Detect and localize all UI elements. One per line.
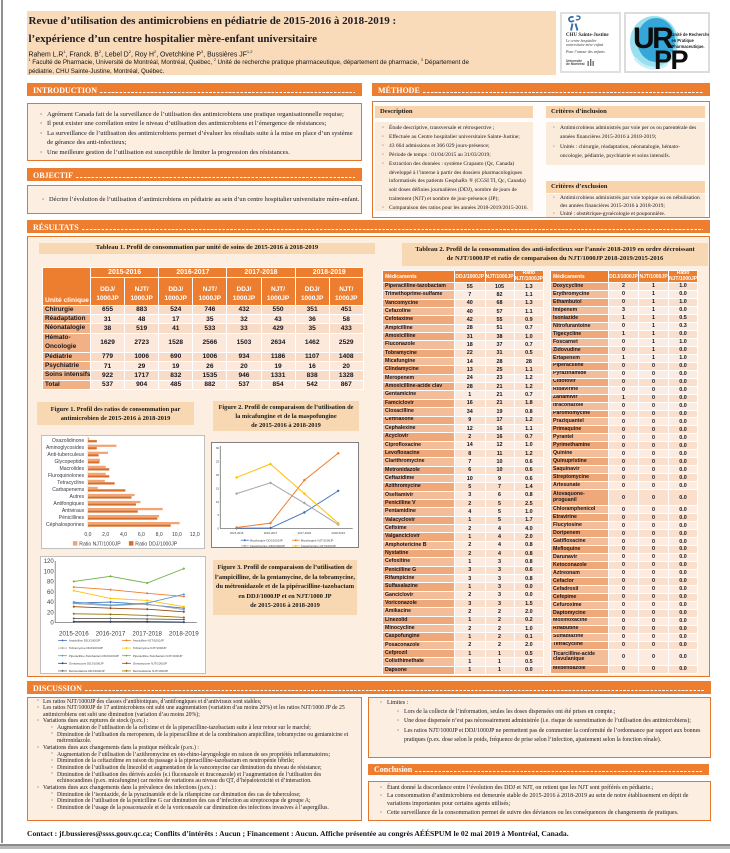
svg-text:Métronidazole NJT/1000JP: Métronidazole NJT/1000JP (133, 669, 168, 673)
svg-text:Pénicillines: Pénicillines (59, 515, 85, 521)
svg-text:0: 0 (217, 527, 219, 531)
svg-text:Tetracycline: Tetracycline (57, 480, 84, 486)
svg-text:Autres: Autres (69, 494, 84, 500)
svg-text:Tobramycine DDJ/1000JP: Tobramycine DDJ/1000JP (69, 646, 103, 650)
svg-text:Tobramycine NJT/1000JP: Tobramycine NJT/1000JP (133, 646, 167, 650)
svg-text:2,0: 2,0 (102, 532, 109, 538)
svg-text:Micafungine NJT/1000JP: Micafungine NJT/1000JP (301, 538, 334, 542)
svg-text:120: 120 (44, 559, 55, 565)
svg-text:Céphalosporines: Céphalosporines (46, 522, 85, 528)
svg-text:Pharmaceutique.: Pharmaceutique. (672, 44, 705, 49)
svg-text:Gentamycine NJT/1000JP: Gentamycine NJT/1000JP (133, 661, 167, 665)
svg-text:6,0: 6,0 (138, 532, 145, 538)
svg-text:Ampicilline NJT/1000JP: Ampicilline NJT/1000JP (133, 639, 164, 643)
svg-text:Antiviraux: Antiviraux (62, 508, 85, 514)
svg-text:10,0: 10,0 (172, 532, 182, 538)
svg-text:2015-2016: 2015-2016 (59, 631, 89, 638)
svg-text:80: 80 (47, 580, 54, 586)
svg-text:20: 20 (216, 473, 220, 477)
svg-text:Caspofungine NJT/1000JP: Caspofungine NJT/1000JP (301, 544, 336, 548)
svg-text:Unité de Recherche: Unité de Recherche (672, 32, 710, 37)
svg-text:8,0: 8,0 (156, 532, 163, 538)
svg-text:100: 100 (44, 569, 55, 575)
svg-text:Caspofungine DDJ/1000JP: Caspofungine DDJ/1000JP (250, 544, 285, 548)
svg-text:10: 10 (216, 500, 220, 504)
svg-text:Ampicilline DDJ/1000JP: Ampicilline DDJ/1000JP (69, 639, 100, 643)
svg-text:60: 60 (47, 590, 54, 596)
svg-text:Oxazolidinone: Oxazolidinone (52, 438, 84, 444)
svg-text:25: 25 (216, 459, 220, 463)
svg-text:en Pratique: en Pratique (672, 38, 695, 43)
svg-text:2017-2018: 2017-2018 (298, 531, 312, 535)
svg-text:Micafungine DDJ/1000JP: Micafungine DDJ/1000JP (250, 538, 283, 542)
svg-text:2018-2019: 2018-2019 (169, 631, 199, 638)
svg-text:0,0: 0,0 (84, 532, 91, 538)
svg-text:Gentamycine DDJ/1000JP: Gentamycine DDJ/1000JP (69, 661, 104, 665)
svg-text:Métronidazole DDJ/1000JP: Métronidazole DDJ/1000JP (69, 669, 105, 673)
svg-text:12,0: 12,0 (190, 532, 200, 538)
svg-text:Anti-tuberculeux: Anti-tuberculeux (47, 452, 84, 458)
svg-text:Aminoglycosides: Aminoglycosides (46, 445, 85, 451)
svg-text:Carbapenems: Carbapenems (52, 487, 84, 493)
svg-text:2017-2018: 2017-2018 (132, 631, 162, 638)
svg-text:0: 0 (50, 621, 54, 627)
svg-text:Ratio DDJ/1000JP: Ratio DDJ/1000JP (135, 542, 178, 548)
svg-text:5: 5 (217, 513, 219, 517)
svg-text:2016-2017: 2016-2017 (96, 631, 126, 638)
svg-text:4,0: 4,0 (120, 532, 127, 538)
svg-text:UR: UR (633, 22, 674, 55)
svg-text:Pipéracilline-Tazobactam DDJ/1: Pipéracilline-Tazobactam DDJ/1000JP (69, 654, 119, 658)
svg-text:Macrolides: Macrolides (60, 466, 85, 472)
svg-text:40: 40 (47, 600, 54, 606)
svg-text:Glycopeptide: Glycopeptide (54, 459, 84, 465)
svg-text:15: 15 (216, 486, 220, 490)
svg-text:20: 20 (47, 610, 54, 616)
svg-text:Fluroquinolones: Fluroquinolones (48, 473, 85, 479)
svg-text:30: 30 (216, 446, 220, 450)
svg-text:2016-2017: 2016-2017 (264, 531, 278, 535)
svg-text:2018-2019: 2018-2019 (331, 531, 345, 535)
svg-text:Ratio NJT/1000JP: Ratio NJT/1000JP (79, 542, 121, 548)
svg-text:2015-2016: 2015-2016 (230, 531, 244, 535)
svg-text:Antifongiques: Antifongiques (53, 501, 84, 507)
svg-text:Pipéracilline-Tazobactam NJT/1: Pipéracilline-Tazobactam NJT/1000JP (133, 654, 183, 658)
svg-text:PP: PP (654, 45, 689, 71)
